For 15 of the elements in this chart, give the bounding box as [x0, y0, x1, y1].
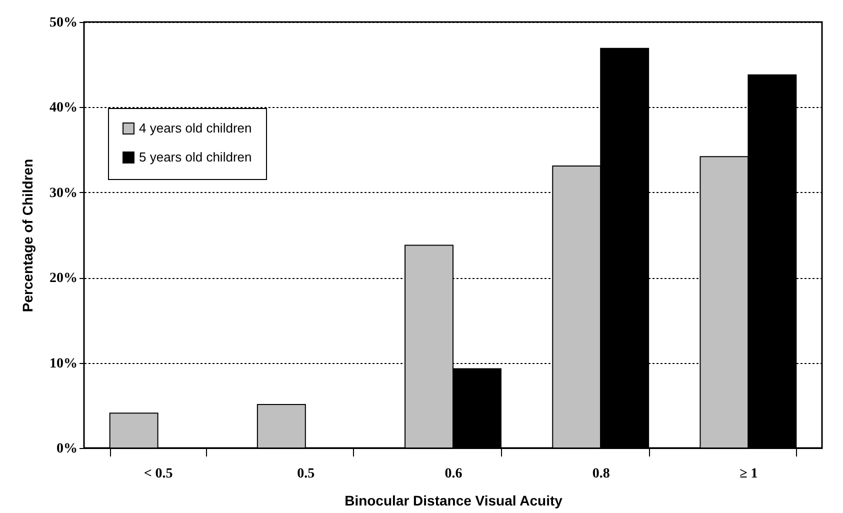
legend-label: 4 years old children — [139, 120, 252, 136]
y-tick-label: 50% — [50, 16, 78, 30]
y-axis-title: Percentage of Children — [20, 158, 36, 312]
y-tick-label: 0% — [56, 442, 78, 456]
x-axis-title: Binocular Distance Visual Acuity — [344, 492, 563, 508]
x-tick-label: 0.8 — [592, 466, 610, 482]
y-tick-label: 30% — [50, 186, 78, 201]
legend-label: 5 years old children — [139, 150, 252, 164]
x-tick-label: 0.5 — [297, 466, 315, 482]
y-tick-label: 10% — [50, 356, 78, 372]
x-tick-label: < 0.5 — [144, 466, 173, 482]
x-tick-label: ≥ 1 — [740, 466, 758, 482]
y-tick-label: 20% — [50, 271, 78, 286]
y-tick-label: 40% — [50, 100, 78, 116]
x-tick-label: 0.6 — [444, 466, 462, 482]
